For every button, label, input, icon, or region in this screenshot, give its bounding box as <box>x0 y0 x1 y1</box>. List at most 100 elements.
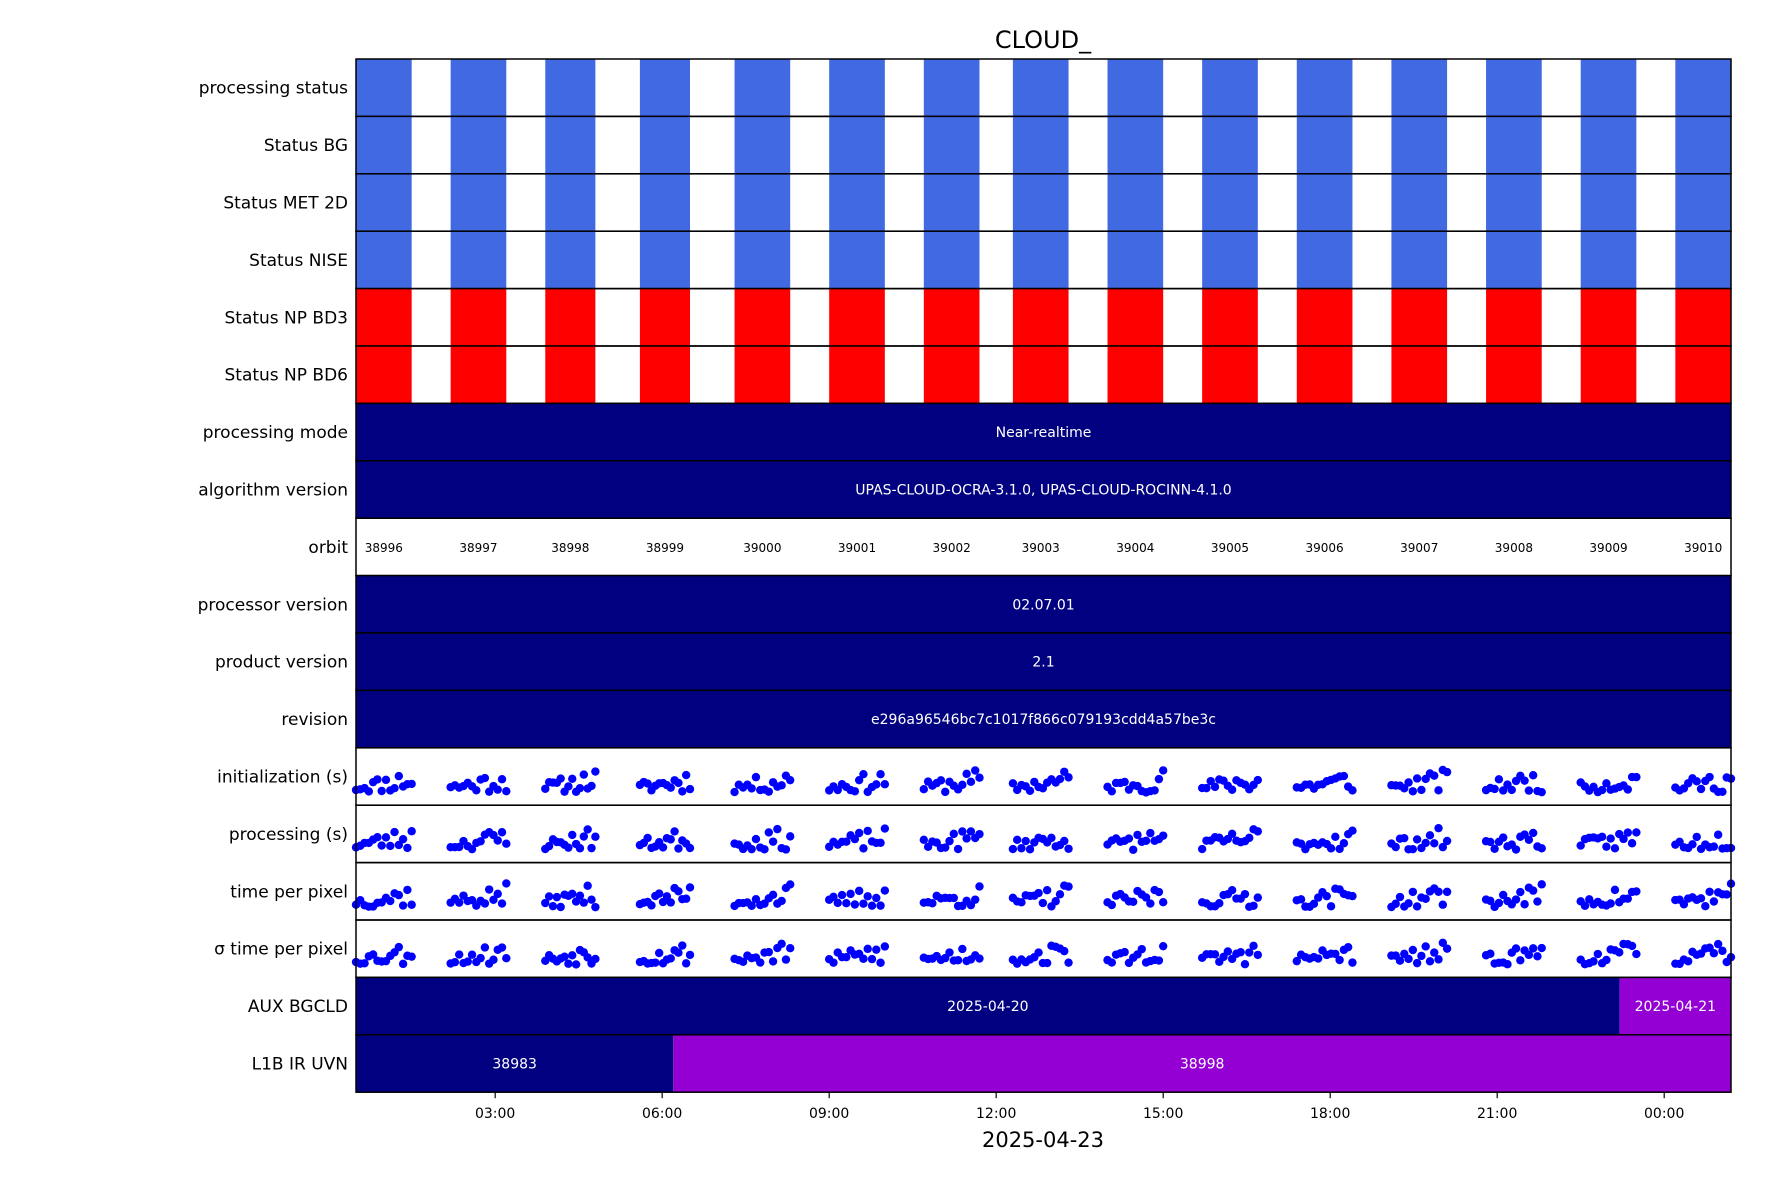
scatter-point <box>591 832 600 841</box>
scatter-point <box>472 786 481 795</box>
scatter-point <box>591 767 600 776</box>
scatter-point <box>398 901 408 910</box>
scatter-point <box>467 844 477 854</box>
scatter-point <box>1133 830 1142 840</box>
scatter-point <box>919 835 929 845</box>
scatter-point <box>1017 898 1026 907</box>
status-bar <box>1012 116 1069 174</box>
scatter-point <box>1107 958 1117 967</box>
scatter-point <box>747 844 756 854</box>
scatter-point <box>1343 942 1353 952</box>
scatter-point <box>1623 785 1633 794</box>
status-bar <box>1486 59 1542 117</box>
scatter-point <box>1701 901 1710 911</box>
row-algorithm-version: algorithm version UPAS-CLOUD-OCRA-3.1.0, … <box>198 460 1732 519</box>
scatter-point <box>360 959 369 968</box>
scatter-point <box>1314 954 1323 963</box>
scatter-point <box>681 770 691 780</box>
scatter-point <box>1215 899 1224 908</box>
status-bar <box>450 173 507 232</box>
x-axis: 03:00 06:00 09:00 12:00 15:00 18:00 21:00 00:00 <box>475 1092 1684 1122</box>
scatter-point <box>966 827 976 836</box>
scatter-point <box>1129 897 1138 906</box>
scatter-point <box>1017 844 1026 853</box>
scatter-point <box>928 899 937 908</box>
row-label: revision <box>281 710 348 730</box>
scatter-point <box>1524 835 1534 845</box>
scatter-point <box>502 839 511 848</box>
scatter-point <box>1326 902 1336 911</box>
scatter-point <box>738 957 748 966</box>
scatter-point <box>1511 895 1521 904</box>
scatter-point <box>1537 943 1546 953</box>
scatter-point <box>564 843 573 852</box>
row-frame <box>355 1034 1732 1093</box>
status-bar <box>829 116 885 174</box>
scatter-point <box>1051 897 1060 906</box>
scatter-point <box>476 837 485 846</box>
row-label: Status NP BD6 <box>224 366 348 386</box>
scatter-point <box>489 955 498 964</box>
row-label: L1B IR UVN <box>252 1055 348 1075</box>
scatter-point <box>575 891 585 900</box>
scatter-point <box>1339 839 1349 848</box>
status-bar <box>1580 59 1637 117</box>
scatter-point <box>497 828 507 837</box>
scatter-point <box>564 782 573 791</box>
scatter-point <box>1692 832 1701 842</box>
status-bar <box>1580 288 1637 346</box>
scatter-point <box>1227 785 1237 794</box>
scatter-point <box>966 777 976 787</box>
row-processing-s-: processing (s) <box>229 804 1736 864</box>
scatter-point <box>768 890 778 900</box>
orbit-label: 39001 <box>838 541 876 555</box>
scatter-point <box>1425 831 1435 840</box>
scatter-point <box>1524 786 1534 795</box>
status-bar <box>923 231 980 289</box>
scatter-point <box>454 950 464 959</box>
status-bar <box>1107 116 1164 174</box>
status-bar <box>1486 288 1542 346</box>
segment-label: 2025-04-20 <box>947 999 1028 1015</box>
scatter-point <box>403 885 412 895</box>
scatter-point <box>1696 784 1706 794</box>
status-bar <box>1296 346 1353 404</box>
scatter-point <box>777 896 786 906</box>
status-bar <box>1486 116 1542 174</box>
row-l1b-ir-uvn: L1B IR UVN 38983 38998 <box>252 1034 1732 1093</box>
orbit-label: 38997 <box>459 541 497 555</box>
scatter-point <box>1404 954 1413 964</box>
scatter-point <box>681 894 691 903</box>
orbit-label: 39006 <box>1306 541 1344 555</box>
scatter-point <box>777 939 786 948</box>
status-bar <box>356 173 412 232</box>
scatter-point <box>859 769 868 779</box>
orbit-label: 39008 <box>1495 541 1533 555</box>
scatter-point <box>1632 772 1641 782</box>
x-tick-label: 21:00 <box>1477 1106 1517 1122</box>
scatter-point <box>854 775 864 785</box>
scatter-point <box>643 779 652 788</box>
scatter-point <box>1158 941 1168 951</box>
row-label: σ time per pixel <box>214 940 348 960</box>
scatter-point <box>658 843 668 852</box>
scatter-point <box>654 889 664 898</box>
scatter-point <box>480 899 490 908</box>
status-bar <box>734 288 791 346</box>
status-bar <box>1296 173 1353 232</box>
scatter-point <box>377 841 386 850</box>
scatter-point <box>1408 845 1418 854</box>
scatter-point <box>962 834 971 843</box>
scatter-point <box>666 954 675 963</box>
scatter-point <box>1120 947 1129 957</box>
status-bar <box>1675 116 1731 174</box>
status-bar <box>450 346 507 404</box>
scatter-point <box>1425 957 1435 966</box>
scatter-point <box>1197 844 1207 854</box>
status-bar <box>1486 346 1542 404</box>
scatter-point <box>949 829 958 839</box>
row-label: Status NP BD3 <box>224 308 348 328</box>
status-bar <box>1012 231 1069 289</box>
scatter-point <box>394 942 404 952</box>
scatter-point <box>859 844 868 853</box>
